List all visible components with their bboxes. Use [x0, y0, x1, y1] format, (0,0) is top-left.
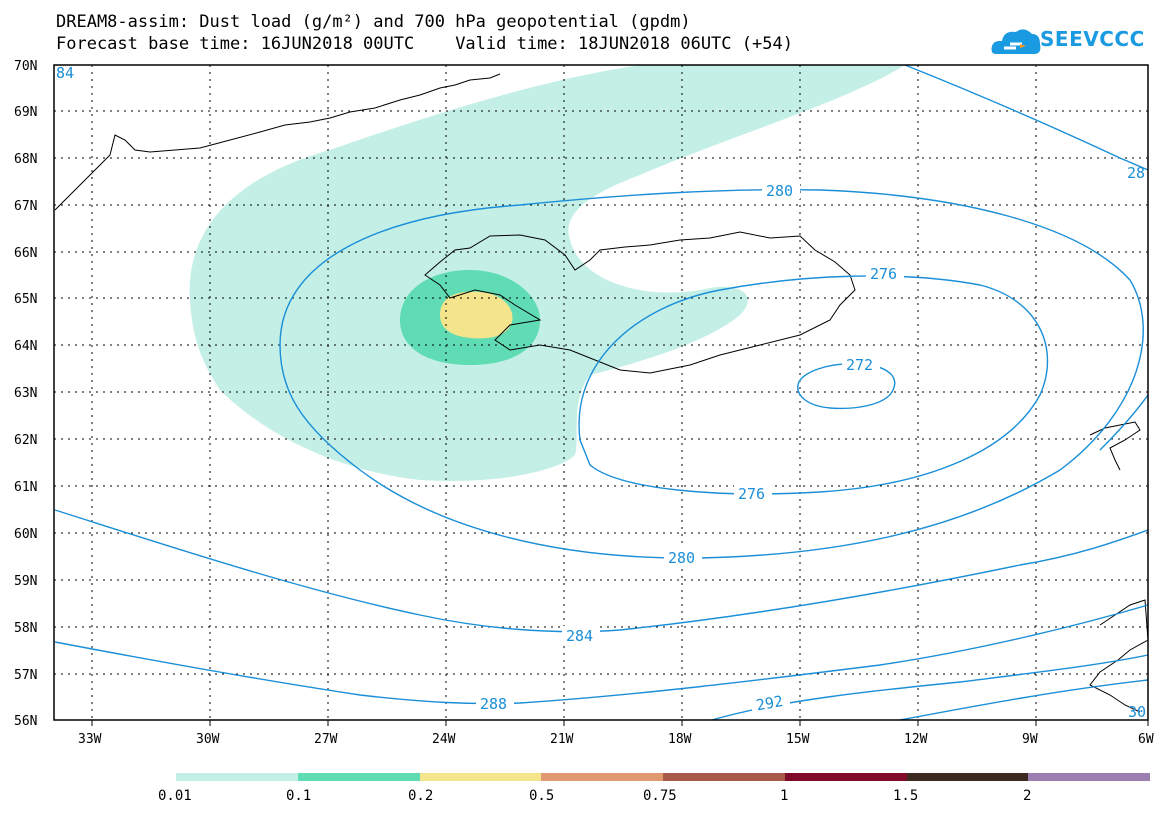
contour-label-84-corner: 84	[56, 64, 74, 82]
dust-area-low	[189, 65, 905, 481]
lon-label: 12W	[904, 732, 928, 747]
lat-label: 65N	[14, 292, 37, 307]
legend-swatch	[663, 773, 785, 781]
contour-280-ne	[904, 64, 1149, 171]
contour-label-288: 288	[480, 695, 507, 713]
lon-label: 27W	[314, 732, 338, 747]
contour-label-276-top: 276	[870, 265, 897, 283]
lat-label: 66N	[14, 246, 37, 261]
valid-time: Valid time: 18JUN2018 06UTC (+54)	[455, 34, 793, 54]
lat-label: 59N	[14, 574, 37, 589]
dust-area-high	[440, 291, 513, 339]
contour-280-inner	[279, 188, 1144, 559]
lat-label: 60N	[14, 527, 37, 542]
contour-288	[54, 604, 1149, 705]
scotland-coastline	[1089, 599, 1149, 713]
lon-label: 21W	[550, 732, 574, 747]
title-line-1: DREAM8-assim: Dust load (g/m²) and 700 h…	[56, 12, 691, 32]
map-frame	[53, 64, 1149, 721]
lat-label: 67N	[14, 199, 37, 214]
lat-label: 70N	[14, 59, 37, 74]
title-line-2: Forecast base time: 16JUN2018 00UTC Vali…	[56, 34, 793, 54]
contour-se-edge	[899, 679, 1149, 721]
contour-label-284: 284	[566, 627, 593, 645]
legend-label: 0.2	[408, 788, 433, 804]
legend-label: 2	[1023, 788, 1031, 804]
legend-swatch	[907, 773, 1028, 781]
lat-label: 63N	[14, 386, 37, 401]
contour-label-292: 292	[755, 692, 785, 714]
contour-272	[797, 363, 896, 410]
legend-swatch	[176, 773, 298, 781]
forecast-base-time: Forecast base time: 16JUN2018 00UTC	[56, 34, 415, 54]
lon-label: 18W	[668, 732, 692, 747]
cloud-logo-icon	[991, 29, 1041, 54]
lat-label: 56N	[14, 714, 37, 729]
contour-label-276-bottom: 276	[738, 485, 765, 503]
contour-label-28-edge: 28	[1127, 164, 1145, 182]
longitude-labels: 33W 30W 27W 24W 21W 18W 15W 12W 9W 6W	[78, 732, 1154, 747]
legend-label: 0.5	[529, 788, 554, 804]
lon-label: 9W	[1022, 732, 1038, 747]
faroe-coastline	[1089, 421, 1141, 471]
contour-284	[54, 509, 1149, 633]
legend-label: 0.1	[286, 788, 311, 804]
legend-swatch	[541, 773, 663, 781]
lat-label: 58N	[14, 621, 37, 636]
legend-label: 1	[780, 788, 788, 804]
lon-label: 30W	[196, 732, 220, 747]
axis-ticks	[91, 720, 1149, 726]
logo-text: SEEVCCC	[1040, 27, 1145, 51]
lon-label: 15W	[786, 732, 810, 747]
contour-ne-edge	[1099, 394, 1149, 451]
lat-label: 61N	[14, 480, 37, 495]
lat-label: 64N	[14, 339, 37, 354]
legend-label: 0.75	[643, 788, 677, 804]
legend-swatch	[1028, 773, 1150, 781]
lon-label: 6W	[1138, 732, 1154, 747]
contour-label-280-bottom: 280	[668, 549, 695, 567]
legend-swatch	[298, 773, 420, 781]
legend-swatch	[420, 773, 541, 781]
lat-label: 62N	[14, 433, 37, 448]
legend-colorbar	[176, 773, 1150, 781]
lat-label: 68N	[14, 152, 37, 167]
latitude-labels: 70N 69N 68N 67N 66N 65N 64N 63N 62N 61N …	[14, 59, 37, 729]
legend-labels: 0.01 0.1 0.2 0.5 0.75 1 1.5 2	[158, 788, 1031, 804]
contour-label-30-corner: 30	[1128, 703, 1146, 721]
contour-labels: 280 276 272 276 280 284 288 292 28 84 30	[56, 64, 1146, 721]
grid-lines	[54, 65, 1148, 720]
contour-label-272: 272	[846, 356, 873, 374]
coastlines	[54, 73, 1149, 713]
legend-label: 1.5	[893, 788, 918, 804]
contour-label-280-top: 280	[766, 182, 793, 200]
legend-swatch	[785, 773, 907, 781]
lon-label: 24W	[432, 732, 456, 747]
lat-label: 57N	[14, 668, 37, 683]
lat-label: 69N	[14, 105, 37, 120]
legend-label: 0.01	[158, 788, 192, 804]
lon-label: 33W	[78, 732, 102, 747]
greenland-coastline	[54, 73, 501, 211]
iceland-coastline	[424, 231, 856, 374]
